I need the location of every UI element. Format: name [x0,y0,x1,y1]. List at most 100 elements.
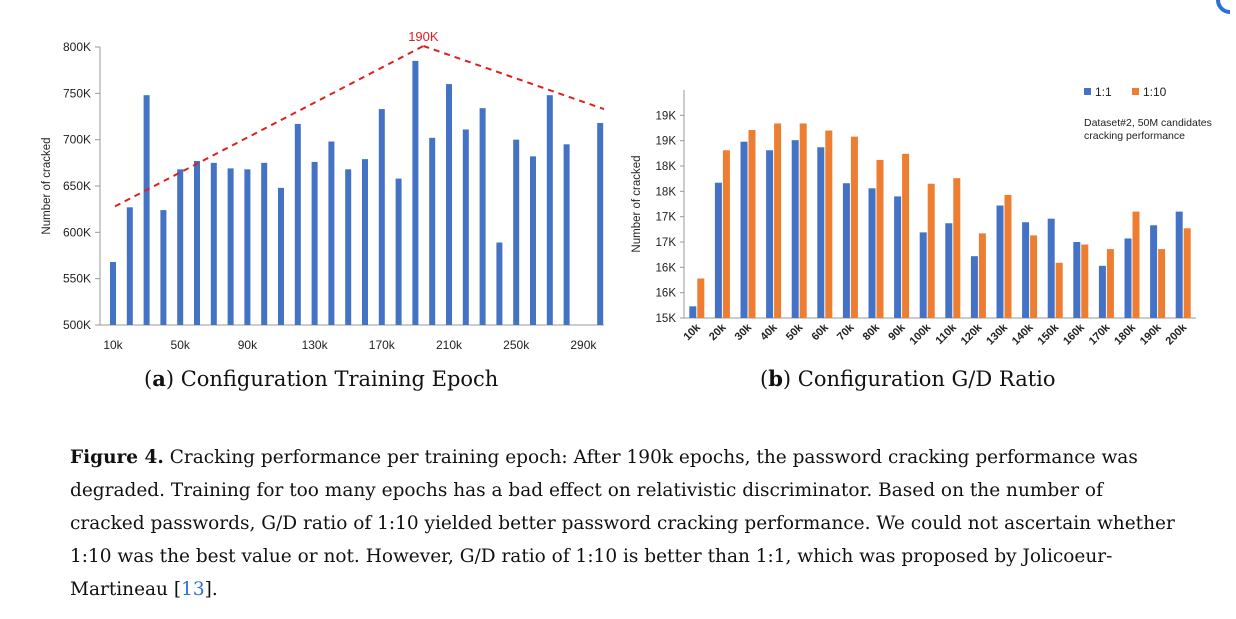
bar-1-1 [791,140,799,318]
x-tick-label: 140k [1010,321,1036,347]
bar [479,108,486,325]
y-tick-label: 650K [63,179,91,193]
bar-1-10 [799,123,807,318]
bar-1-1 [1073,242,1081,318]
bar [294,123,301,325]
bar-1-1 [894,196,902,318]
chart-note-line1: Dataset#2, 50M candidates [1084,117,1212,129]
bar-1-10 [927,183,935,318]
trend-line-falling [423,45,605,111]
bar [378,109,385,325]
bar-1-10 [825,130,833,318]
x-tick-label: 60k [809,321,831,343]
peak-annotation: 190K [408,29,439,44]
bar-1-10 [1106,249,1114,318]
legend-label-1-10: 1:10 [1143,85,1167,99]
chart-note-line2: cracking performance [1084,130,1185,142]
y-tick-label: 800K [63,40,91,54]
trend-line-rising [114,45,424,208]
bar-1-1 [1150,225,1158,318]
bar-1-1 [1098,265,1106,318]
bar [244,169,251,325]
bar [210,162,217,325]
bar [446,84,452,325]
x-tick-label: 50k [784,321,806,343]
bar [429,137,436,325]
chart-b-gd-ratio: 15K 16K 16K 17K 17K 18K 18K 19K 19K Number of cra… [631,85,1212,347]
figure-label: Figure 4. [70,447,164,468]
x-tick-label: 190k [1138,321,1164,347]
bar-1-1 [1124,238,1132,318]
chart-a-training-epoch: 500K 550K 600K 650K 700K 750K 800K Number of cr… [41,29,605,352]
x-tick-label: 20k [707,321,729,343]
bar-1-1 [1047,218,1055,318]
y-tick-label: 700K [63,133,91,147]
bar [261,162,268,325]
bar [597,122,604,325]
bar [496,242,503,325]
bar-1-1 [1175,211,1183,318]
bar-1-1 [689,306,697,318]
x-tick-label: 180k [1112,321,1138,347]
x-tick-label: 150k [1036,321,1062,347]
x-tick-label: 170k [1087,321,1113,347]
x-tick-label: 50k [171,338,191,352]
bar-1-10 [1030,235,1038,318]
bar-1-10 [1183,228,1191,318]
bar [328,141,335,325]
x-tick-label: 290k [570,338,597,352]
bar-1-10 [1055,262,1063,318]
y-tick-label: 19K [656,136,677,148]
x-tick-label: 210k [436,338,463,352]
bar-1-10 [1004,194,1012,318]
bar-1-1 [945,223,953,318]
legend-swatch-1-1 [1084,88,1091,95]
x-tick-label: 90k [238,338,258,352]
bar [126,207,133,325]
x-tick-label: 80k [861,321,883,343]
x-tick-label: 130k [302,338,329,352]
bar [110,261,116,325]
figure-caption-text: Cracking performance per training epoch:… [70,447,1175,600]
bar-1-10 [774,123,782,318]
x-tick-label: 70k [835,321,857,343]
y-tick-label: 16K [656,288,677,300]
y-tick-label: 750K [63,86,91,100]
bar-1-1 [766,150,774,318]
bar [278,187,284,325]
bar-1-10 [722,150,730,318]
bar-1-1 [842,183,850,318]
bar [513,139,520,325]
bar-1-10 [876,159,884,318]
y-axis-title: Number of cracked [631,155,643,252]
y-tick-label: 500K [63,318,91,332]
x-tick-label: 90k [886,321,908,343]
figure-caption: Figure 4. Cracking performance per train… [70,447,1175,600]
corner-arc-decoration [1216,0,1231,14]
x-tick-label: 200k [1164,321,1190,347]
bar [227,168,234,325]
bar-1-10 [953,178,961,318]
bar-1-10 [1081,244,1089,318]
bar [412,60,419,326]
bar-1-10 [902,153,910,318]
bar [345,169,352,325]
x-tick-label: 130k [984,321,1010,347]
y-axis-title: Number of cracked [41,137,53,234]
y-tick-label: 18K [656,161,677,173]
bar [362,159,368,325]
x-tick-label: 170k [369,338,396,352]
bar-1-10 [850,136,858,318]
x-tick-label: 10k [103,338,123,352]
x-tick-label: 100k [908,321,934,347]
legend-swatch-1-10 [1132,88,1139,95]
y-tick-label: 16K [656,262,677,274]
reference-link[interactable]: 13 [181,579,205,600]
bar [462,129,469,325]
bar [546,95,553,325]
y-tick-label: 17K [656,237,677,249]
x-tick-label: 160k [1061,321,1087,347]
bar-1-1 [714,182,722,318]
x-tick-label: 120k [959,321,985,347]
x-tick-label: 250k [503,338,530,352]
